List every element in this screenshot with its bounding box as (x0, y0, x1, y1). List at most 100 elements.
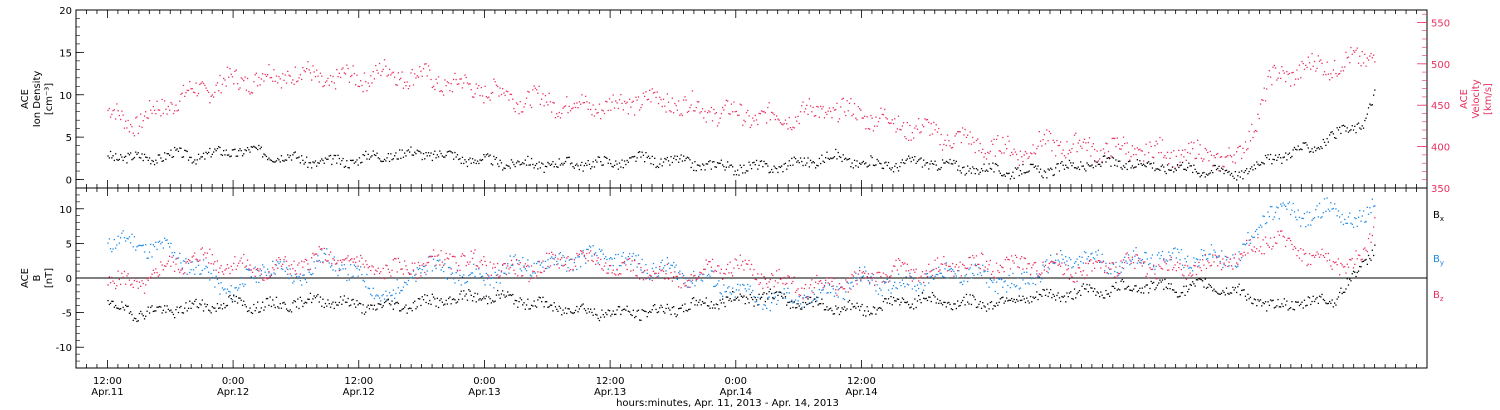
density-series-point (745, 170, 748, 172)
bz-series-point (471, 257, 474, 260)
density-series-point (1087, 164, 1089, 166)
density-series-point (573, 167, 575, 169)
bz-series-point (592, 260, 594, 263)
by-series-point (629, 253, 631, 255)
bz-series-point (132, 286, 134, 288)
density-series-point (918, 159, 920, 161)
velocity-series-point (1062, 149, 1064, 151)
bx-series-point (331, 303, 333, 305)
by-series-point (1027, 282, 1029, 284)
bz-series-point (845, 279, 847, 281)
density-series-point (1125, 163, 1127, 165)
bx-series-point (360, 303, 362, 305)
bz-series-point (499, 275, 501, 277)
bz-series-point (416, 277, 418, 280)
by-series-point (229, 291, 231, 293)
by-series-point (355, 265, 357, 268)
by-series-point (735, 289, 738, 291)
density-series-point (1185, 169, 1187, 171)
by-series-point (678, 272, 680, 274)
by-series-point (939, 272, 941, 274)
density-series-point (1325, 144, 1327, 146)
velocity-series-point (1076, 151, 1078, 153)
velocity-series-point (585, 95, 587, 97)
by-series-point (284, 270, 286, 272)
by-series-point (1244, 244, 1247, 246)
by-series-point (204, 268, 206, 270)
by-series-point (404, 281, 406, 283)
density-series-point (929, 163, 931, 165)
velocity-series-point (734, 111, 736, 113)
bz-series-point (1076, 280, 1078, 282)
velocity-series-point (1247, 147, 1249, 150)
density-series-point (611, 165, 613, 168)
velocity-series-point (258, 76, 260, 79)
bz-series-point (776, 270, 778, 272)
density-series-point (143, 153, 146, 156)
density-series-point (304, 161, 306, 164)
velocity-series-point (676, 109, 678, 111)
density-series-point (787, 165, 789, 167)
density-series-point (952, 163, 954, 165)
velocity-series-point (768, 102, 770, 104)
density-series-point (757, 168, 759, 170)
bz-series-point (1094, 267, 1096, 269)
density-series-point (488, 155, 490, 157)
velocity-series-point (610, 109, 612, 111)
velocity-series-point (753, 120, 755, 122)
velocity-series-point (913, 137, 915, 139)
density-series-point (459, 158, 461, 160)
density-series-point (181, 156, 183, 158)
velocity-series-point (783, 122, 785, 125)
density-series-point (983, 163, 985, 165)
density-series-point (363, 154, 366, 157)
density-series-point (558, 158, 560, 160)
density-series-point (655, 166, 657, 169)
velocity-series-point (1047, 140, 1049, 142)
by-series-point (439, 259, 441, 261)
bz-series-point (269, 276, 271, 278)
bz-series-point (429, 255, 431, 258)
density-series-point (439, 150, 441, 152)
bz-series-point (842, 288, 844, 290)
density-series-point (1213, 164, 1215, 167)
bx-series-point (371, 304, 373, 306)
velocity-series-point (943, 143, 945, 146)
velocity-series-point (161, 98, 163, 101)
density-series-point (365, 150, 367, 153)
velocity-series-point (190, 88, 192, 90)
by-series-point (946, 277, 949, 279)
velocity-series-point (509, 93, 511, 95)
by-series-point (1087, 256, 1089, 258)
density-series-point (172, 156, 175, 158)
bz-series-point (514, 273, 516, 275)
density-series-point (1290, 157, 1292, 159)
by-series-point (476, 277, 479, 279)
density-series-point (972, 166, 974, 168)
bz-series-point (880, 275, 882, 278)
bx-series-point (473, 296, 475, 298)
by-series-point (1344, 218, 1346, 221)
velocity-series-point (934, 129, 936, 131)
by-series-point (1366, 206, 1368, 208)
by-series-point (1007, 284, 1009, 287)
bx-series-point (120, 308, 122, 310)
velocity-series-point (1066, 141, 1068, 143)
bz-series-point (1214, 254, 1216, 256)
velocity-series-point (1037, 145, 1039, 147)
density-series-point (289, 154, 291, 157)
density-series-point (316, 165, 318, 167)
velocity-series-point (1292, 71, 1294, 74)
bz-series-point (911, 280, 913, 282)
by-series-point (938, 266, 940, 268)
bz-series-point (557, 258, 559, 260)
density-series-point (135, 151, 137, 153)
bz-series-point (623, 260, 626, 263)
bz-series-point (226, 264, 229, 266)
density-series-point (1022, 163, 1024, 166)
density-series-point (733, 174, 735, 176)
velocity-series-point (1132, 154, 1135, 156)
velocity-series-point (1246, 149, 1248, 151)
by-series-point (1332, 207, 1334, 210)
density-series-point (1002, 175, 1004, 177)
